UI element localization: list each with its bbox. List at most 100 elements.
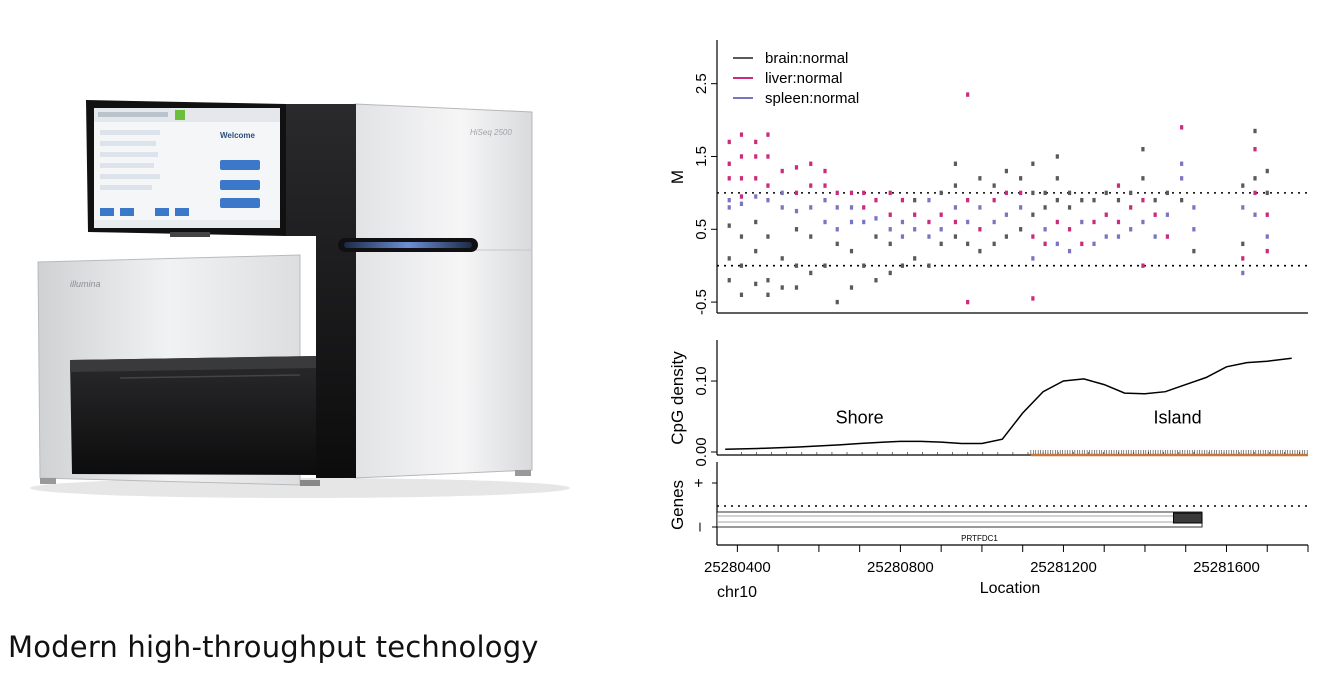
scatter-point — [966, 92, 970, 97]
chromosome-label: chr10 — [717, 584, 757, 601]
p1-y-axis-label: M — [668, 170, 687, 184]
scatter-point — [727, 223, 731, 228]
scatter-point — [1031, 190, 1035, 196]
scatter-point — [1253, 212, 1257, 217]
scatter-point — [1141, 176, 1145, 181]
scatter-point — [978, 176, 982, 181]
scatter-point — [823, 197, 827, 203]
caption-text: Modern high-throughput technology — [8, 630, 539, 664]
scatter-point — [835, 190, 839, 196]
scatter-point — [1165, 190, 1169, 196]
monitor-welcome-title: Welcome — [220, 131, 256, 140]
scatter-point — [927, 234, 931, 239]
scatter-point — [1019, 205, 1023, 210]
scatter-point — [874, 278, 878, 283]
scatter-point — [1116, 183, 1121, 188]
scatter-point — [727, 161, 731, 166]
legend-entry: brain:normal — [765, 50, 848, 67]
scatter-point — [978, 227, 982, 232]
machine-model-label: HiSeq 2500 — [470, 128, 512, 137]
scatter-point — [1180, 125, 1184, 130]
scatter-point — [927, 263, 931, 268]
scatter-point — [1055, 197, 1059, 203]
scatter-point — [766, 183, 770, 188]
scatter-point — [1004, 212, 1008, 217]
scatter-point — [992, 241, 996, 247]
scatter-point — [1031, 161, 1035, 166]
scatter-point — [1129, 227, 1133, 232]
scatter-point — [754, 139, 758, 145]
scatter-point — [766, 234, 770, 239]
scatter-point — [1004, 234, 1008, 239]
scatter-point — [939, 212, 943, 217]
region-annotation: Island — [1154, 408, 1202, 428]
scatter-point — [766, 197, 770, 203]
machine-brand-label: illumina — [70, 279, 101, 289]
scatter-point — [1265, 234, 1269, 239]
scatter-point — [1116, 197, 1121, 203]
sequencer-machine-image: illumina HiSeq 2500 Welcome — [30, 100, 570, 498]
x-tick-label: 25281200 — [1030, 559, 1097, 576]
scatter-point — [953, 205, 958, 210]
scatter-point — [1241, 256, 1245, 261]
scatter-point — [823, 183, 827, 188]
scatter-point — [1055, 176, 1059, 181]
scatter-point — [1153, 234, 1157, 239]
p1-y-tick-label: 0.5 — [693, 219, 710, 240]
scatter-point — [966, 241, 970, 247]
legend: brain:normal liver:normal spleen:normal — [733, 50, 859, 107]
cpg-density-panel: 0.00 0.10 Shore Island CpG density — [668, 340, 1308, 467]
scatter-point — [1092, 197, 1096, 203]
scatter-point — [939, 190, 943, 196]
scatter-point — [754, 248, 758, 254]
scatter-point — [823, 263, 827, 268]
scatter-point — [1192, 248, 1196, 254]
scatter-point — [1043, 227, 1047, 232]
legend-entry: liver:normal — [765, 70, 843, 87]
scatter-point — [1141, 219, 1145, 225]
scatter-point — [1080, 241, 1084, 247]
scatter-point — [874, 197, 878, 203]
scatter-point — [1265, 190, 1269, 196]
scatter-point — [1004, 168, 1008, 174]
scatter-point — [780, 205, 784, 210]
scatter-point — [1153, 197, 1157, 203]
scatter-point — [1241, 205, 1245, 210]
scatter-point — [1031, 256, 1035, 261]
scatter-point — [1265, 212, 1269, 217]
scatter-point — [1067, 190, 1072, 196]
scatter-point — [900, 234, 905, 239]
scatter-point — [966, 299, 970, 305]
p1-y-tick-label: 2.5 — [693, 73, 710, 94]
scatter-point — [1067, 205, 1072, 210]
scatter-point — [992, 183, 996, 188]
scatter-point — [874, 234, 878, 239]
scatter-point — [874, 216, 878, 221]
scatter-point — [927, 219, 931, 225]
scatter-point — [809, 183, 813, 188]
scatter-point — [727, 139, 731, 145]
scatter-point — [953, 183, 958, 188]
strand-plus-label: + — [691, 478, 708, 487]
scatter-point — [1092, 219, 1096, 225]
scatter-point — [766, 278, 770, 283]
scatter-point — [953, 161, 958, 166]
scatter-point — [780, 190, 784, 196]
scatter-point — [1253, 128, 1257, 134]
scatter-point — [1104, 212, 1108, 217]
scatter-point — [780, 168, 784, 174]
scatter-point — [900, 263, 905, 268]
scatter-point — [1055, 241, 1059, 247]
scatter-point — [1180, 161, 1184, 166]
scatter-point — [888, 212, 892, 217]
scatter-point — [739, 292, 744, 297]
scatter-point — [1055, 154, 1059, 159]
scatter-point — [888, 190, 892, 196]
scatter-point — [1265, 248, 1269, 254]
scatter-point — [780, 285, 784, 290]
scatter-point — [1043, 241, 1047, 247]
methylation-plot-panel: -0.5 0.5 1.5 2.5 M brain:normal liver:normal… — [668, 40, 1309, 601]
scatter-point — [862, 205, 866, 210]
gene-name-label: PRTFDC1 — [961, 534, 998, 543]
scatter-point — [1067, 248, 1072, 254]
